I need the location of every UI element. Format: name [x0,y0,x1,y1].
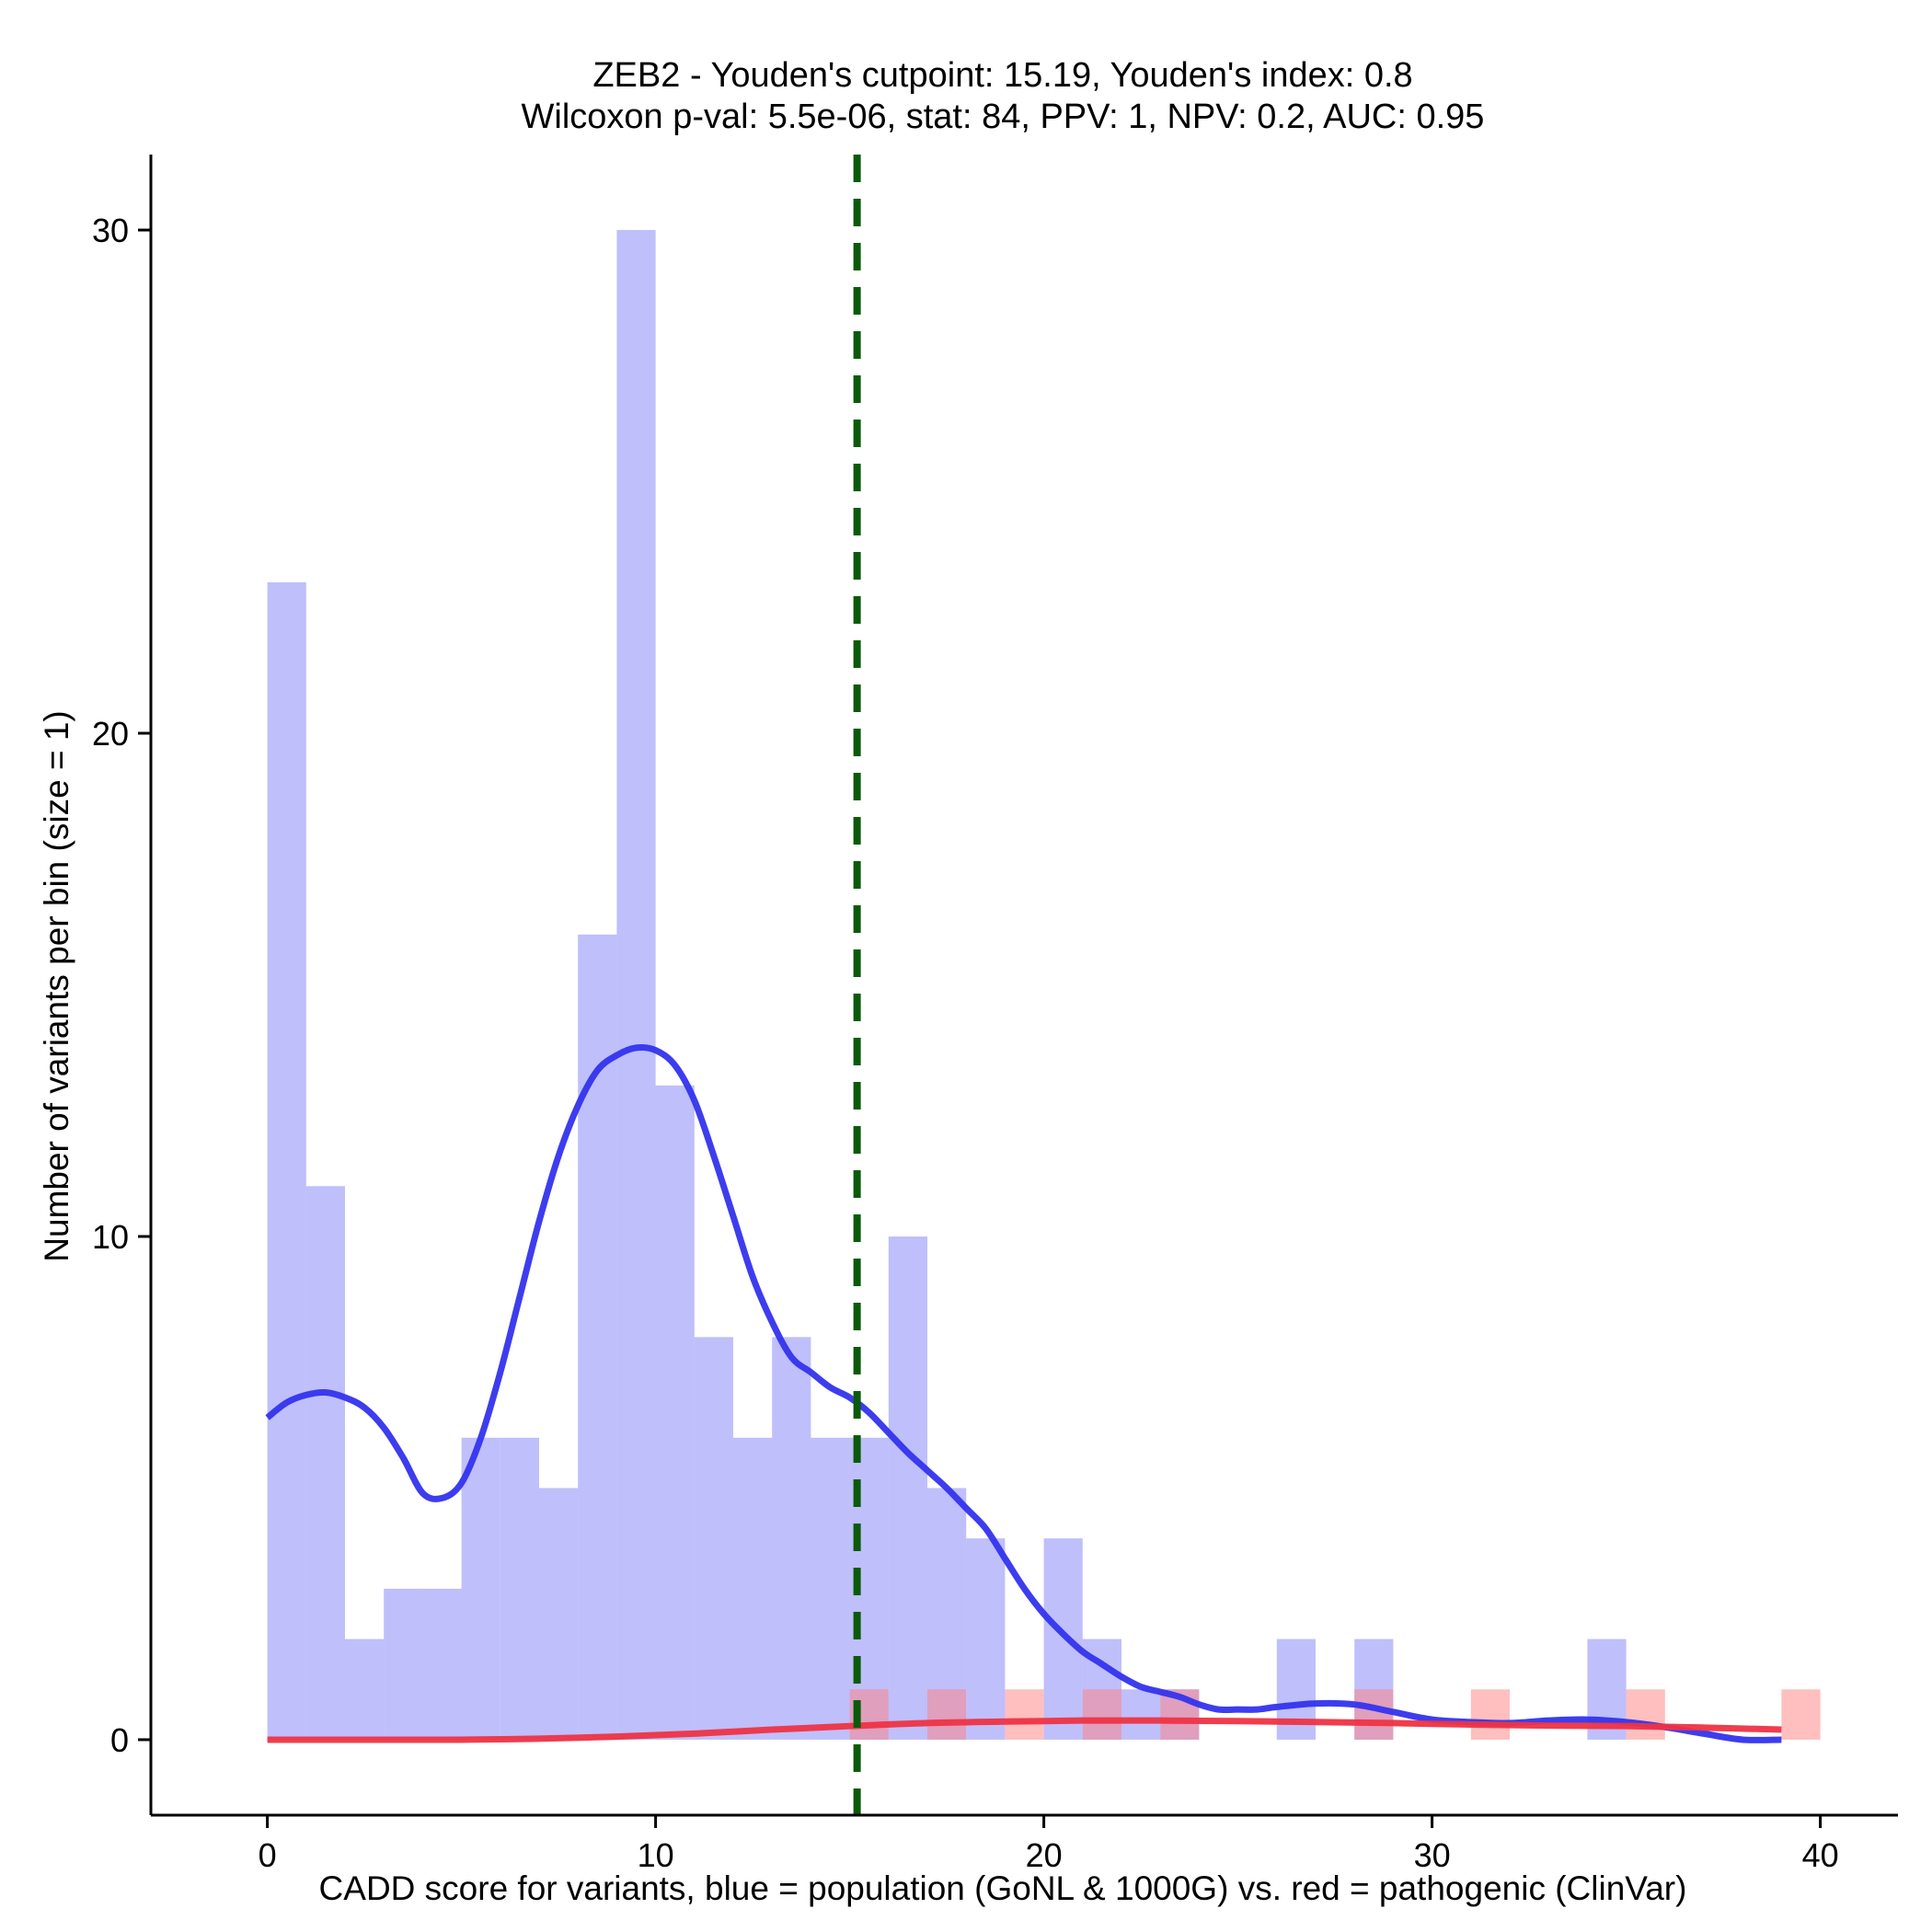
y-tick-label: 20 [92,715,129,753]
population-density-curve [265,1043,1782,1743]
population-bar [888,1236,927,1740]
population-bar [616,230,656,1740]
y-axis-label: Number of variants per bin (size = 1) [38,710,75,1261]
y-tick-label: 0 [110,1721,129,1759]
population-bar [733,1437,773,1740]
pathogenic-bar [1626,1689,1665,1740]
x-axis-label: CADD score for variants, blue = populati… [319,1869,1687,1907]
density-curves [265,1043,1782,1743]
population-bar [1043,1538,1083,1740]
pathogenic-bar [1082,1689,1121,1740]
population-histogram [267,230,1627,1740]
population-bar [500,1437,539,1740]
pathogenic-bar [1005,1689,1044,1740]
population-bar [461,1437,500,1740]
population-bar [811,1437,850,1740]
x-tick-label: 10 [638,1836,674,1874]
pathogenic-bar [1354,1689,1394,1740]
x-tick-label: 40 [1802,1836,1839,1874]
population-bar [345,1639,385,1740]
x-axis-ticks: 0 10 20 30 40 [259,1815,1839,1874]
population-bar [1121,1689,1161,1740]
population-bar [267,581,306,1740]
population-bar [772,1337,811,1740]
y-axis-ticks: 0 10 20 30 [92,212,151,1759]
x-tick-label: 30 [1414,1836,1451,1874]
population-bar [384,1588,423,1740]
population-bar [539,1488,579,1740]
pathogenic-bar [927,1689,967,1740]
x-tick-label: 20 [1026,1836,1063,1874]
pathogenic-density-curve [267,1717,1782,1743]
population-bar [422,1588,462,1740]
pathogenic-bar [1470,1689,1510,1740]
y-tick-label: 10 [92,1218,129,1256]
y-tick-label: 30 [92,212,129,249]
chart-title-line1: ZEB2 - Youden's cutpoint: 15.19, Youden'… [592,56,1412,95]
population-bar [305,1186,345,1740]
pathogenic-bar [1781,1689,1821,1740]
population-bar [966,1538,1006,1740]
population-bar [655,1085,695,1740]
x-tick-label: 0 [259,1836,277,1874]
chart-title-line2: Wilcoxon p-val: 5.5e-06, stat: 84, PPV: … [522,98,1485,136]
population-bar [694,1337,733,1740]
